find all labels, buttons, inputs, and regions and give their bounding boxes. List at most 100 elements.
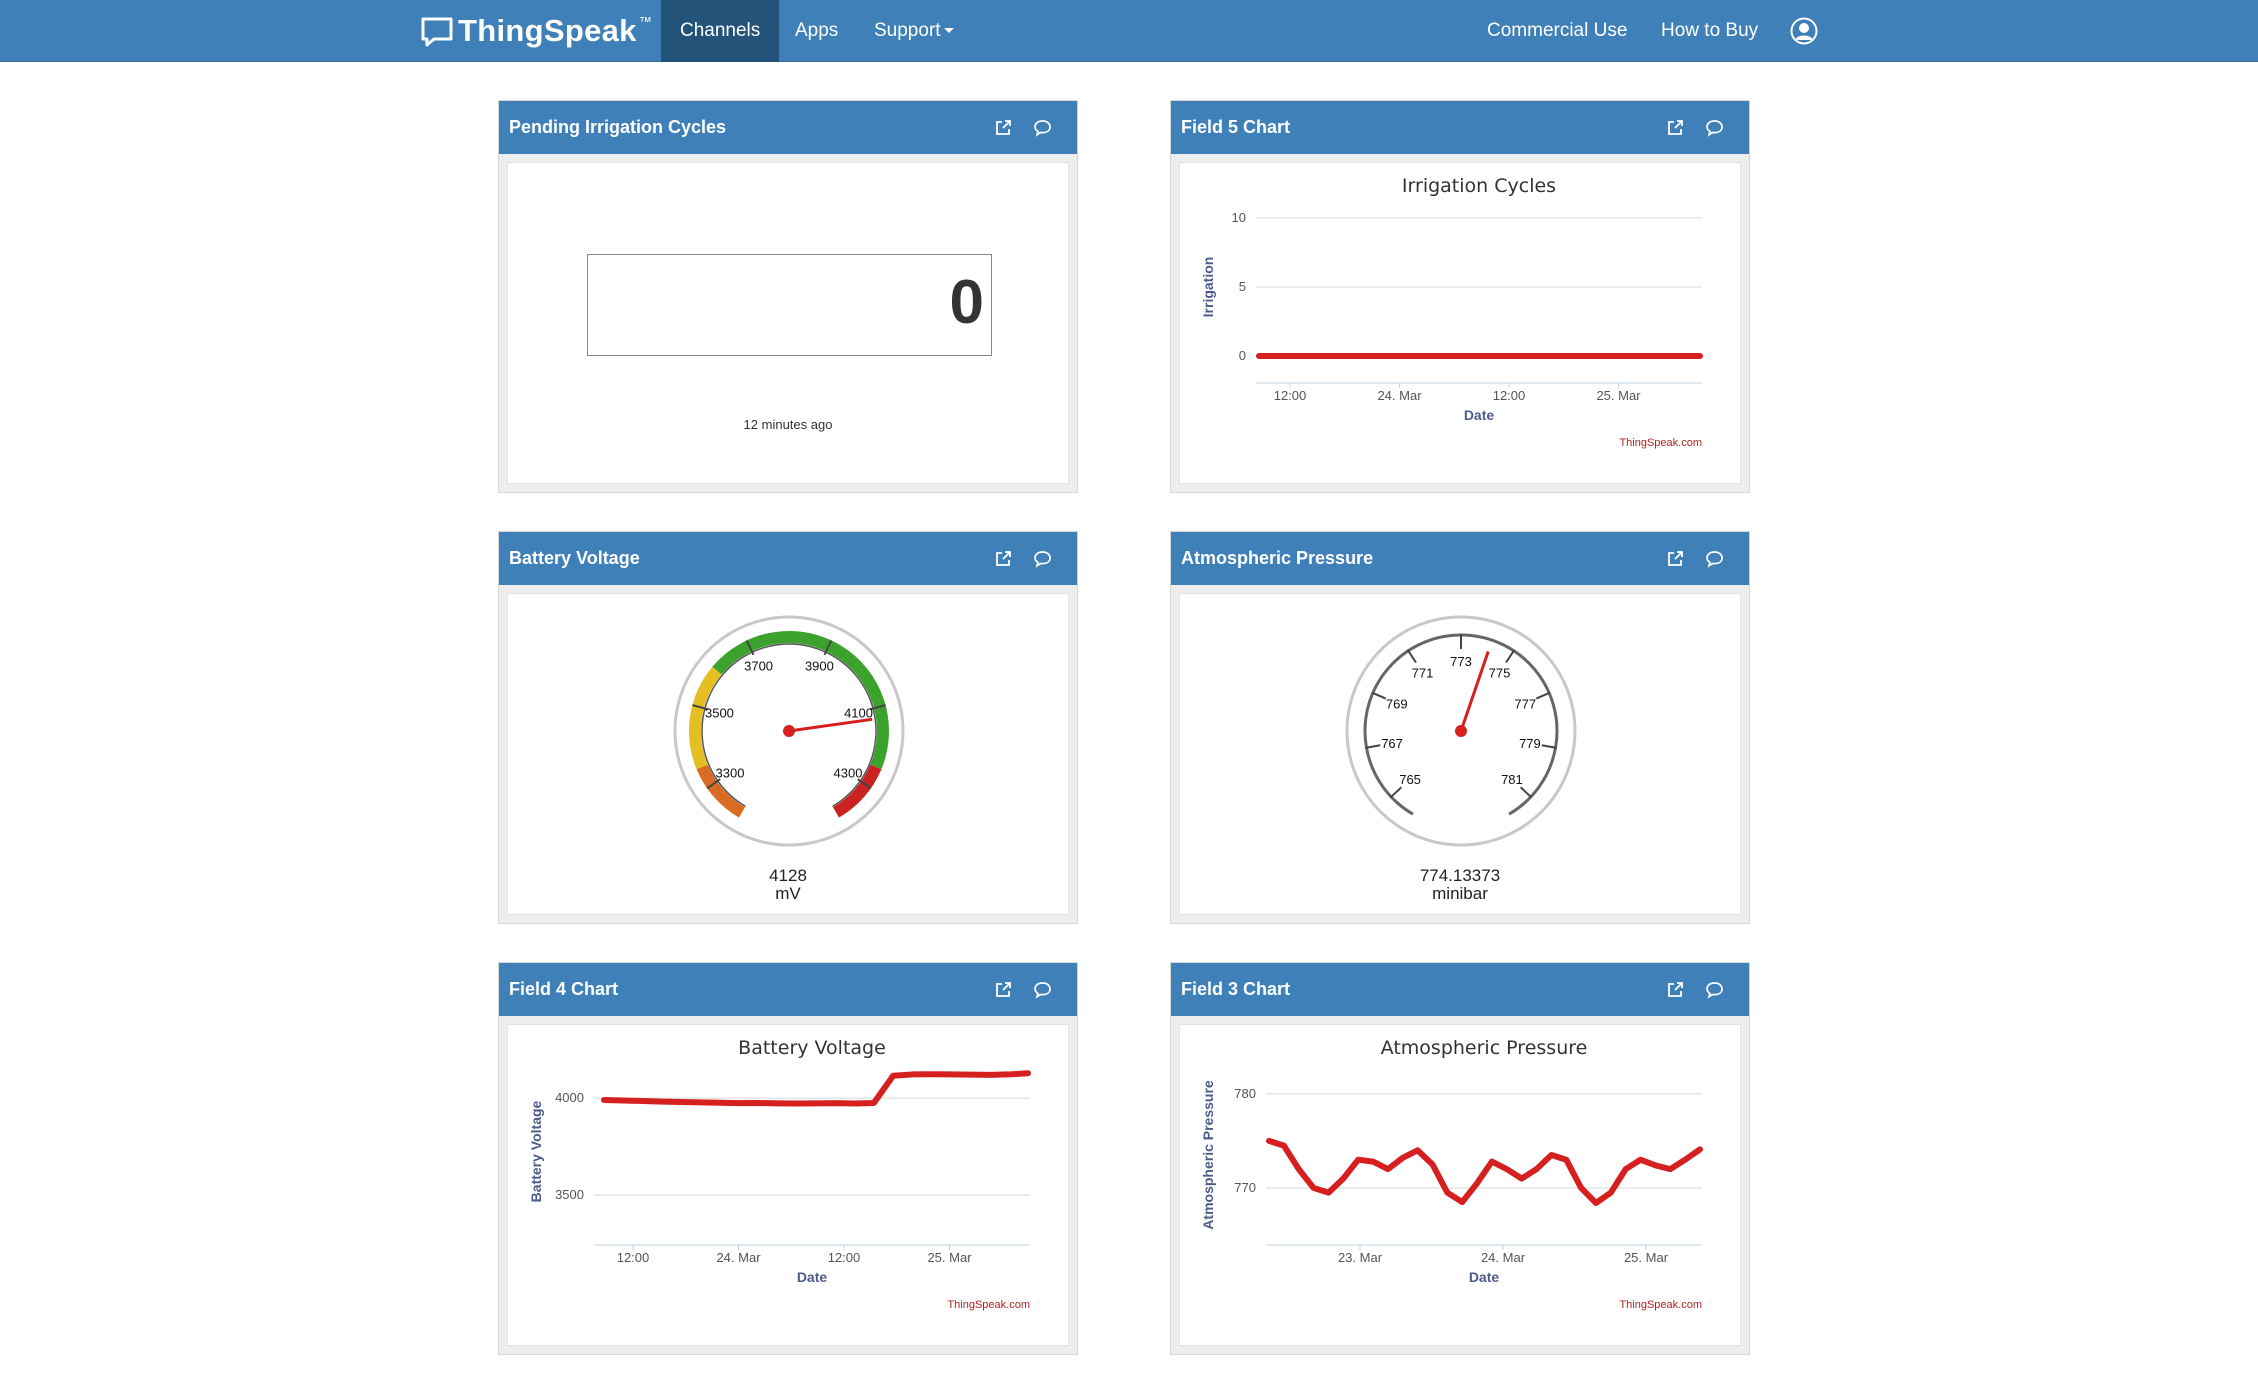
y-tick-label: 770 [1234, 1180, 1256, 1195]
comment-icon[interactable] [1033, 549, 1052, 568]
chart-title: Atmospheric Pressure [1381, 1037, 1588, 1059]
external-link-icon[interactable] [994, 980, 1013, 999]
gauge-band [712, 631, 889, 770]
last-updated: 12 minutes ago [743, 417, 833, 432]
brand-logo[interactable]: ThingSpeak ™ [420, 10, 652, 52]
widget-body: Battery Voltage 3500 4000 12:00 24. Mar 12:00… [507, 1024, 1069, 1346]
gauge-pivot [1455, 725, 1467, 737]
widget-field5-chart: Field 5 Chart Irrigation Cycles 0 5 10 12:00… [1170, 100, 1750, 493]
line-chart: Irrigation Cycles 0 5 10 12:00 24. Mar 12:00 25… [1200, 175, 1703, 449]
x-tick-label: 12:00 [1493, 388, 1526, 403]
gauge-tick-label: 779 [1519, 736, 1541, 751]
external-link-icon[interactable] [1666, 118, 1685, 137]
widget-title: Battery Voltage [509, 548, 640, 568]
user-avatar-icon[interactable] [1790, 17, 1818, 45]
x-tick-label: 24. Mar [1377, 388, 1422, 403]
widget-title: Field 3 Chart [1181, 979, 1291, 999]
x-tick-label: 24. Mar [716, 1250, 761, 1265]
gauge-tick [1406, 649, 1417, 664]
widget-title: Field 4 Chart [509, 979, 619, 999]
gauge-pivot [783, 725, 795, 737]
gauge-tick-label: 773 [1450, 654, 1472, 669]
gauge-inner-arc [701, 643, 877, 807]
nav-support[interactable]: Support [855, 0, 973, 62]
widget-field4-chart: Field 4 Chart Battery Voltage 3500 4000 12:… [498, 962, 1078, 1355]
gauge-tick-label: 765 [1399, 772, 1421, 787]
x-tick-label: 25. Mar [927, 1250, 972, 1265]
gauge-value: 774.13373 [1419, 866, 1501, 885]
gauge-band [689, 666, 722, 770]
y-axis-title: Battery Voltage [528, 1100, 544, 1202]
external-link-icon[interactable] [994, 549, 1013, 568]
nav-channels[interactable]: Channels [661, 0, 780, 62]
series-line [1266, 1137, 1703, 1206]
line-chart: Battery Voltage 3500 4000 12:00 24. Mar 12:00… [528, 1037, 1031, 1311]
widget-pending-irrigation: Pending Irrigation Cycles 0 12 minutes a… [498, 100, 1078, 493]
widget-body: 3300 3500 3700 3900 4100 4300 4128 mV [507, 593, 1069, 915]
gauge-tick-label: 3500 [705, 705, 734, 720]
chart-credit: ThingSpeak.com [1619, 1299, 1702, 1311]
chart-credit: ThingSpeak.com [947, 1299, 1030, 1311]
comment-icon[interactable] [1705, 980, 1724, 999]
nav-apps[interactable]: Apps [795, 20, 839, 41]
y-tick-label: 10 [1232, 210, 1246, 225]
gauge-tick-label: 4300 [834, 765, 863, 780]
chevron-down-icon [943, 28, 954, 34]
x-tick-label: 12:00 [1274, 388, 1307, 403]
brand-name: ThingSpeak [458, 13, 637, 48]
gauge-units: minibar [1432, 884, 1488, 903]
brand-trademark: ™ [638, 14, 652, 29]
y-tick-label: 3500 [555, 1187, 584, 1202]
widget-body: Atmospheric Pressure 770 780 23. Mar 24. Mar… [1179, 1024, 1741, 1346]
widget-title: Field 5 Chart [1181, 117, 1291, 137]
x-tick-label: 23. Mar [1338, 1250, 1383, 1265]
gauge-tick [745, 639, 755, 656]
gauge-units: mV [775, 884, 801, 903]
external-link-icon[interactable] [1666, 980, 1685, 999]
y-axis-title: Atmospheric Pressure [1200, 1080, 1216, 1230]
nav-support-label: Support [874, 20, 941, 41]
gauge-value: 4128 [769, 866, 807, 885]
y-axis-title: Irrigation [1200, 257, 1216, 318]
gauge-tick-label: 771 [1412, 666, 1434, 681]
gauge-tick [1505, 649, 1516, 664]
widget-title: Atmospheric Pressure [1181, 548, 1374, 568]
x-axis-title: Date [797, 1269, 828, 1285]
gauge-tick [1389, 786, 1403, 799]
gauge-tick [692, 704, 709, 711]
widget-header: Field 4 Chart [499, 963, 1077, 1016]
nav-how-to-buy[interactable]: How to Buy [1661, 20, 1759, 41]
gauge-tick-label: 775 [1489, 666, 1511, 681]
gauge-band [696, 764, 746, 818]
external-link-icon[interactable] [994, 118, 1013, 137]
gauge-tick-label: 769 [1386, 696, 1408, 711]
y-tick-label: 4000 [555, 1090, 584, 1105]
chart-title: Battery Voltage [738, 1037, 886, 1059]
numeric-value: 0 [949, 268, 984, 337]
gauge-tick [857, 778, 872, 790]
gauge-tick-label: 767 [1381, 736, 1403, 751]
external-link-icon[interactable] [1666, 549, 1685, 568]
comment-icon[interactable] [1033, 980, 1052, 999]
line-chart: Atmospheric Pressure 770 780 23. Mar 24. Mar… [1200, 1037, 1703, 1311]
widget-body: Irrigation Cycles 0 5 10 12:00 24. Mar 12:00 25… [1179, 162, 1741, 484]
comment-icon[interactable] [1033, 118, 1052, 137]
gauge-tick-label: 4100 [844, 705, 873, 720]
gauge-needle [1459, 651, 1490, 732]
widget-body: 0 12 minutes ago [507, 162, 1069, 484]
x-tick-label: 25. Mar [1596, 388, 1641, 403]
y-tick-label: 5 [1239, 279, 1246, 294]
nav-commercial-use[interactable]: Commercial Use [1487, 20, 1628, 41]
gauge-tick [1371, 691, 1387, 700]
widget-battery-voltage: Battery Voltage 3300 3500 3700 3900 4100 4300… [498, 531, 1078, 924]
gauge-tick-label: 3300 [716, 765, 745, 780]
gauge-needle [788, 717, 873, 733]
y-tick-label: 780 [1234, 1086, 1256, 1101]
comment-icon[interactable] [1705, 549, 1724, 568]
comment-icon[interactable] [1705, 118, 1724, 137]
gauge-tick [823, 639, 833, 656]
gauge-tick [1519, 786, 1533, 799]
gauge-tick-label: 3900 [805, 659, 834, 674]
x-axis-title: Date [1469, 1269, 1500, 1285]
chart-credit: ThingSpeak.com [1619, 437, 1702, 449]
